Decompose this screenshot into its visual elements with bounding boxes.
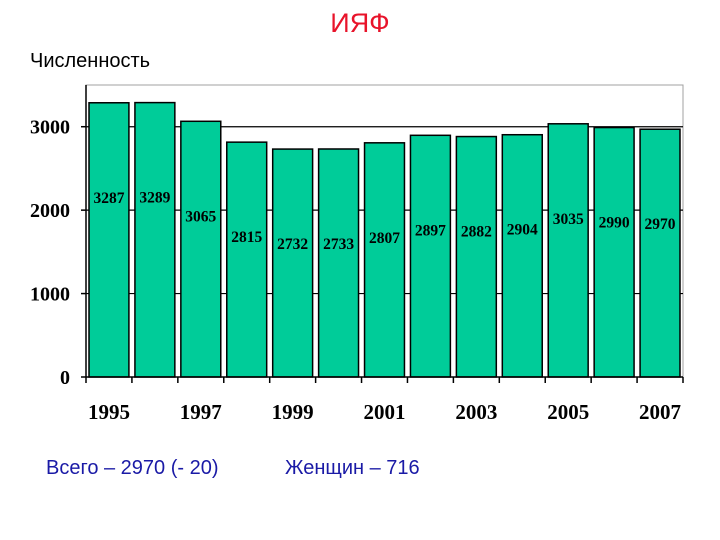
bar-value-label: 2882 [461,224,492,241]
bar-value-label: 2897 [415,222,446,239]
bar [547,123,589,378]
bar [363,142,406,378]
bar [409,134,452,378]
bar-value-label: 2970 [645,216,676,233]
bar-value-label: 2733 [323,236,354,253]
y-tick-label: 0 [60,367,70,389]
bar [593,126,635,378]
bar-value-label: 3289 [139,190,170,207]
bar-value-label: 2732 [277,236,308,253]
bar [226,141,268,378]
bar [88,102,130,378]
x-tick-label: 1995 [88,400,130,424]
data-labels: 3287 3289 3065 2815 2732 2733 2807 2897 2882 2904… [93,190,675,253]
bar [455,135,498,378]
bar [501,133,543,378]
x-tick-label: 2007 [639,400,681,424]
bar-value-label: 2990 [599,215,630,232]
bar-value-label: 2904 [507,222,538,239]
y-axis-label: Численность [30,50,151,72]
bar [134,101,176,378]
bar-value-label: 2807 [369,230,400,247]
axes: 0 1000 2000 3000 1995 1997 1999 2001 2003 2005 200… [30,85,684,424]
x-tick-label: 1999 [272,400,314,424]
bar-value-label: 3035 [553,211,584,228]
x-tick-label: 2003 [455,400,497,424]
bar-value-label: 2815 [231,229,262,246]
x-tick-label: 2001 [364,400,406,424]
y-tick-label: 1000 [30,284,70,306]
bar [639,128,681,378]
bar-value-label: 3287 [93,190,124,207]
bar [180,120,222,378]
chart-title: ИЯФ [330,8,390,38]
bar [271,148,314,378]
y-tick-label: 3000 [30,117,70,139]
bar-value-label: 3065 [185,208,216,225]
x-tick-label: 1997 [180,400,222,424]
y-tick-label: 2000 [30,200,70,222]
bars [88,101,681,378]
bar [317,148,360,378]
x-tick-label: 2005 [547,400,589,424]
women-count-text: Женщин – 716 [285,457,420,479]
total-count-text: Всего – 2970 (- 20) [46,457,219,479]
